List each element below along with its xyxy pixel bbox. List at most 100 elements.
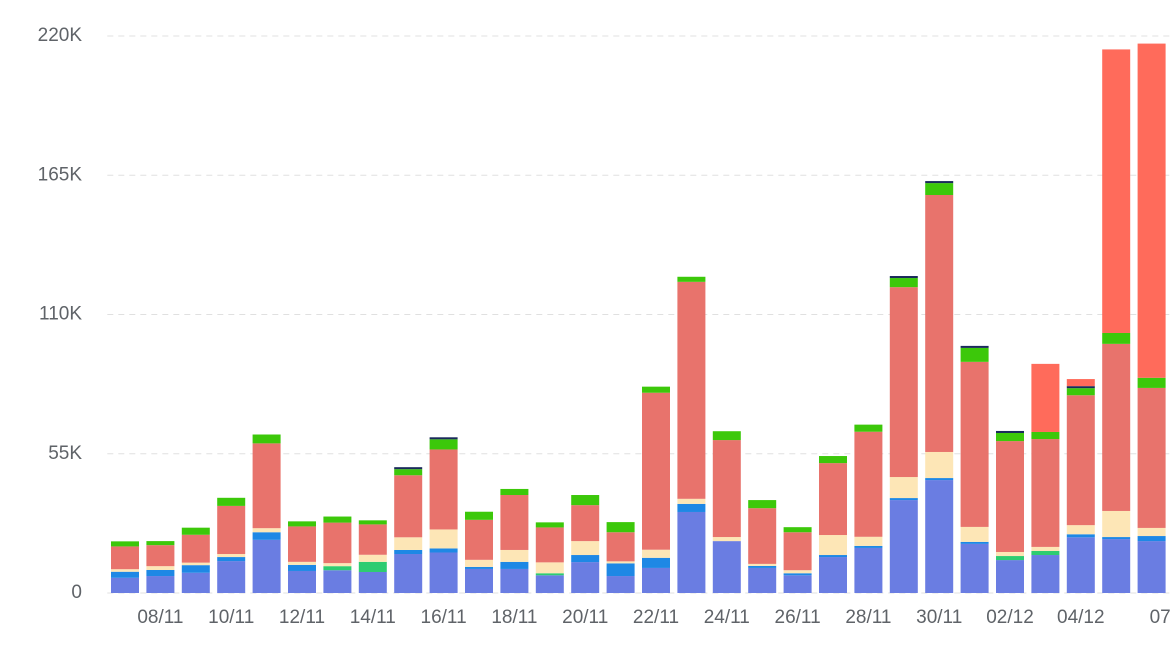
- bar-segment: [323, 522, 352, 564]
- bar-segment: [606, 563, 635, 577]
- bar-segment: [1066, 525, 1095, 535]
- bar-segment: [288, 564, 316, 571]
- bar-segment: [288, 526, 316, 562]
- bar-segment: [1031, 439, 1060, 547]
- bar-segment: [111, 577, 139, 593]
- bar-segment: [854, 536, 883, 546]
- bar-segment: [394, 469, 423, 476]
- bar-segment: [606, 561, 635, 564]
- bar-segment: [712, 541, 741, 593]
- bar-segment: [1137, 377, 1166, 388]
- bar-segment: [111, 541, 139, 547]
- bar-segment: [500, 561, 529, 569]
- bar-segment: [429, 449, 458, 530]
- bar-segment: [1066, 534, 1095, 538]
- bar-segment: [217, 505, 246, 555]
- bar-segment: [394, 549, 423, 555]
- bar-segment: [146, 576, 175, 593]
- bar-segment: [642, 549, 670, 558]
- bar-segment: [181, 572, 210, 593]
- bar-segment: [252, 539, 281, 593]
- bar-segment: [1137, 527, 1166, 537]
- bar-segment: [748, 565, 777, 568]
- bar-segment: [217, 497, 246, 506]
- bar-segment: [571, 541, 600, 556]
- bar-segment: [783, 575, 812, 593]
- bar-segment: [111, 546, 139, 570]
- x-tick-label: 20/11: [562, 607, 608, 628]
- bar-segment: [1066, 388, 1095, 396]
- bar-segment: [181, 562, 210, 566]
- bar-segment: [677, 281, 706, 499]
- bar-segment: [571, 495, 600, 506]
- bar-segment: [217, 554, 246, 558]
- x-tick-label: 07: [1150, 607, 1171, 628]
- bar-segment: [960, 541, 989, 544]
- y-tick-label: 110K: [39, 304, 82, 325]
- bar-segment: [394, 475, 423, 538]
- x-tick-label: 24/11: [704, 607, 750, 628]
- bar-segment: [960, 347, 989, 362]
- bar-segment: [996, 551, 1024, 557]
- bar-segment: [535, 562, 564, 574]
- bar-segment: [960, 543, 989, 593]
- bar-segment: [394, 537, 423, 550]
- y-tick-label: 165K: [38, 164, 83, 185]
- bar-segment: [783, 573, 812, 576]
- bar-segment: [996, 560, 1024, 593]
- bar-segment: [960, 361, 989, 527]
- bar-segment: [571, 555, 600, 563]
- bar-segment: [252, 434, 281, 444]
- bar-segment: [429, 439, 458, 450]
- bar-segment: [783, 570, 812, 574]
- bar-segment: [429, 529, 458, 549]
- bar-segment: [146, 541, 175, 546]
- bar-segment: [500, 495, 529, 550]
- bar-segment: [889, 500, 918, 593]
- bar-segment: [1066, 395, 1095, 526]
- bar-segment: [606, 576, 635, 593]
- bar-segment: [1102, 49, 1131, 333]
- bar-segment: [960, 526, 989, 542]
- bar-segment: [1066, 379, 1095, 387]
- bar-segment: [819, 463, 847, 536]
- bar-segment: [181, 565, 210, 573]
- bar-segment: [748, 567, 777, 593]
- bar-segment: [748, 500, 777, 509]
- bar-segment: [819, 555, 847, 558]
- bar-segment: [252, 532, 281, 540]
- x-tick-label: 30/11: [916, 607, 962, 628]
- bar-segment: [606, 532, 635, 562]
- bar-segment: [288, 561, 316, 565]
- bar-segment: [819, 557, 847, 593]
- y-tick-label: 55K: [48, 443, 82, 464]
- bar-segment: [996, 432, 1024, 442]
- bar-segment: [819, 535, 847, 556]
- bar-segment: [323, 570, 352, 593]
- bar-segment: [358, 571, 387, 593]
- bar-segment: [111, 571, 139, 578]
- bar-segment: [642, 567, 670, 593]
- bar-segment: [748, 563, 777, 566]
- bar-segment: [465, 559, 493, 567]
- bar-segment: [996, 556, 1024, 561]
- x-tick-label: 10/11: [208, 607, 254, 628]
- bar-segment: [500, 549, 529, 562]
- bar-segment: [677, 498, 706, 504]
- bar-segment: [854, 424, 883, 432]
- bar-segment: [889, 278, 918, 288]
- bar-segment: [889, 287, 918, 478]
- y-tick-label: 0: [71, 582, 82, 603]
- x-tick-label: 14/11: [350, 607, 396, 628]
- bar-segment: [535, 575, 564, 593]
- bar-segment: [181, 534, 210, 563]
- bar-segment: [1031, 550, 1060, 556]
- bar-segment: [1102, 343, 1131, 511]
- x-tick-label: 28/11: [845, 607, 891, 628]
- bar-segment: [429, 437, 458, 440]
- bar-segment: [1102, 539, 1131, 593]
- x-tick-label: 08/11: [137, 607, 183, 628]
- x-tick-label: 12/11: [279, 607, 325, 628]
- bar-segment: [889, 477, 918, 499]
